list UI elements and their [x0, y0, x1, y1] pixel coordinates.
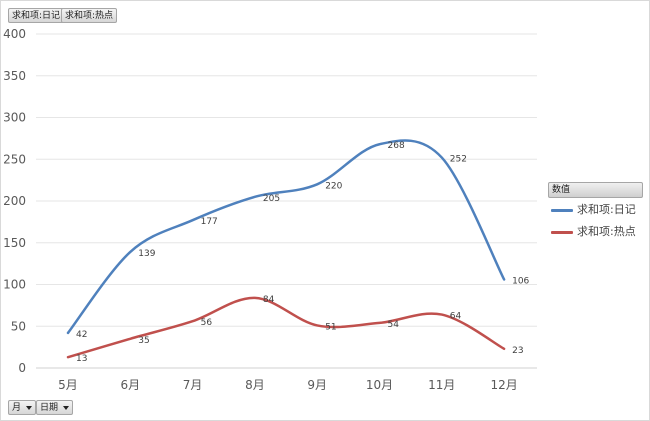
- data-point: [378, 143, 381, 146]
- field-button-label: 求和项:日记: [12, 11, 61, 21]
- data-label: 23: [512, 346, 523, 356]
- legend-label-diary: 求和项:日记: [577, 203, 636, 216]
- dropdown-arrow-icon: [26, 405, 33, 410]
- legend: 数值 求和项:日记 求和项:热点: [548, 182, 643, 242]
- data-point: [67, 356, 70, 359]
- y-tick-label: 0: [18, 361, 26, 375]
- data-label: 35: [138, 336, 149, 346]
- field-button-date[interactable]: 日期: [36, 400, 74, 415]
- data-point: [503, 278, 506, 281]
- data-point: [67, 331, 70, 334]
- field-button-label: 月: [12, 403, 22, 413]
- x-tick-label: 8月: [245, 378, 265, 392]
- y-tick-label: 300: [3, 111, 26, 125]
- field-button-label: 求和项:热点: [65, 11, 114, 21]
- data-label: 51: [325, 322, 336, 332]
- x-tick-label: 10月: [366, 378, 393, 392]
- data-label: 54: [388, 320, 400, 330]
- data-point: [253, 296, 256, 299]
- x-tick-label: 9月: [307, 378, 327, 392]
- legend-swatch-diary: [551, 208, 573, 212]
- y-tick-label: 400: [3, 27, 26, 41]
- data-point: [191, 219, 194, 222]
- legend-swatch-hotspot: [551, 230, 573, 234]
- x-tick-label: 11月: [428, 378, 455, 392]
- legend-item-hotspot: 求和项:热点: [548, 222, 643, 242]
- data-point: [440, 156, 443, 159]
- field-button-hotspot-sum[interactable]: 求和项:热点: [61, 8, 118, 23]
- y-tick-label: 100: [3, 278, 26, 292]
- data-label: 42: [76, 330, 87, 340]
- data-point: [316, 324, 319, 327]
- x-tick-label: 7月: [183, 378, 203, 392]
- data-point: [129, 337, 132, 340]
- data-label: 139: [138, 249, 155, 259]
- dropdown-arrow-icon: [63, 405, 70, 410]
- data-point: [316, 183, 319, 186]
- data-label: 56: [201, 318, 213, 328]
- x-tick-label: 12月: [490, 378, 517, 392]
- y-tick-label: 250: [3, 152, 26, 166]
- data-label: 220: [325, 181, 342, 191]
- x-tick-label: 6月: [120, 378, 140, 392]
- data-point: [378, 321, 381, 324]
- data-label: 106: [512, 276, 529, 286]
- data-label: 268: [388, 141, 405, 151]
- x-tick-label: 5月: [58, 378, 78, 392]
- legend-label-hotspot: 求和项:热点: [577, 225, 636, 238]
- data-label: 13: [76, 354, 87, 364]
- data-point: [253, 195, 256, 198]
- series-line-2: [66, 296, 506, 359]
- legend-item-diary: 求和项:日记: [548, 200, 643, 220]
- data-label: 177: [201, 217, 218, 227]
- data-label: 205: [263, 194, 280, 204]
- y-tick-label: 150: [3, 236, 26, 250]
- y-tick-label: 200: [3, 194, 26, 208]
- data-point: [129, 250, 132, 253]
- field-button-month[interactable]: 月: [8, 400, 37, 415]
- series-line-1: [66, 139, 506, 335]
- field-button-label: 日期: [40, 403, 59, 413]
- y-tick-label: 50: [11, 319, 26, 333]
- data-label: 84: [263, 295, 275, 305]
- legend-title[interactable]: 数值: [548, 182, 643, 198]
- data-label: 64: [450, 312, 462, 322]
- y-tick-label: 350: [3, 69, 26, 83]
- data-point: [503, 347, 506, 350]
- data-label: 252: [450, 155, 467, 165]
- data-point: [440, 313, 443, 316]
- data-point: [191, 320, 194, 323]
